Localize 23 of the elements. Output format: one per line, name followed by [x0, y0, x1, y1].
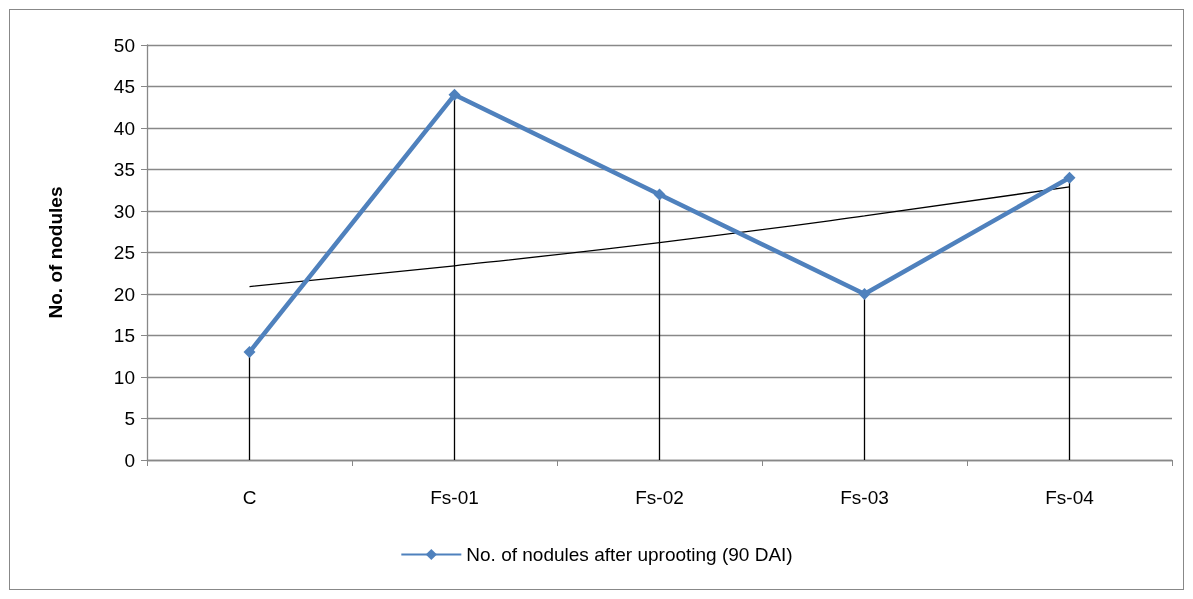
- point: [1063, 171, 1076, 184]
- point: [858, 288, 871, 300]
- y-tick-label: 45: [113, 76, 135, 97]
- point: [448, 88, 461, 101]
- x-tick-label: Fs-01: [430, 487, 479, 508]
- y-tick-label: 35: [113, 159, 135, 180]
- x-tick-label: Fs-03: [840, 487, 889, 508]
- y-tick-label: 5: [124, 408, 135, 429]
- y-tick-label: 40: [113, 117, 135, 139]
- point: [243, 346, 256, 359]
- x-tick-label: C: [242, 487, 257, 508]
- y-tick-label: 10: [113, 366, 135, 388]
- legend-label: No. of nodules after uprooting (90 DAI): [466, 544, 793, 565]
- x-tick-label: Fs-02: [635, 487, 684, 508]
- y-axis-title: No. of nodules: [45, 186, 66, 319]
- point: [653, 188, 666, 201]
- x-tick-label: Fs-04: [1045, 487, 1095, 508]
- y-tick-label: 25: [113, 242, 135, 263]
- y-tick-label: 0: [124, 449, 135, 471]
- y-tick-label: 30: [113, 200, 135, 222]
- y-tick-label: 50: [113, 34, 135, 56]
- y-tick-label: 20: [113, 283, 135, 305]
- y-tick-label: 15: [113, 325, 135, 346]
